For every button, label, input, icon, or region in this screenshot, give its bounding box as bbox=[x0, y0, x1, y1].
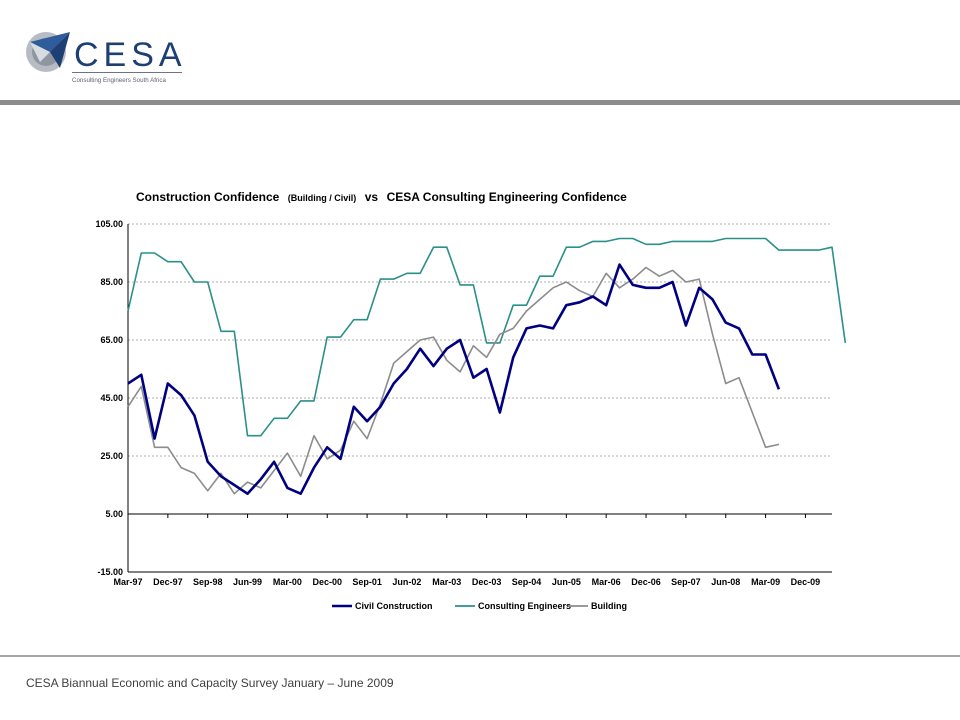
x-tick-label: Sep-98 bbox=[193, 577, 223, 587]
x-tick-label: Mar-09 bbox=[751, 577, 780, 587]
chart-title-part-4: CESA Consulting Engineering Confidence bbox=[387, 190, 628, 204]
y-tick-label: 65.00 bbox=[100, 335, 123, 345]
logo-wordmark: CESA bbox=[74, 36, 187, 74]
chart-title: Construction Confidence (Building / Civi… bbox=[136, 188, 627, 205]
legend-label-consulting: Consulting Engineers bbox=[478, 601, 571, 611]
x-tick-label: Jun-08 bbox=[711, 577, 740, 587]
logo-underline bbox=[72, 72, 182, 73]
x-tick-label: Mar-06 bbox=[592, 577, 621, 587]
x-tick-label: Jun-05 bbox=[552, 577, 581, 587]
logo-tagline: Consulting Engineers South Africa bbox=[72, 77, 166, 84]
chart-title-part-2: (Building / Civil) bbox=[288, 193, 357, 203]
series-line-civil bbox=[127, 263, 781, 496]
chart-title-part-3: vs bbox=[365, 190, 379, 204]
legend: Civil Construction Consulting Engineers Bu… bbox=[332, 601, 627, 611]
x-tick-label: Jun-02 bbox=[392, 577, 421, 587]
gridlines bbox=[128, 223, 832, 573]
series-line-building bbox=[127, 266, 780, 495]
x-tick-label: Dec-97 bbox=[153, 577, 183, 587]
header-divider bbox=[0, 100, 960, 105]
x-tick-label: Jun-99 bbox=[233, 577, 262, 587]
series-line-consulting bbox=[127, 237, 847, 437]
x-tick-label: Sep-04 bbox=[512, 577, 542, 587]
x-axis-ticks: Mar-97 Dec-97 Sep-98 Jun-99 Mar-00 Dec-00 Sep-… bbox=[113, 577, 820, 587]
series-lines bbox=[127, 237, 847, 496]
axes bbox=[127, 224, 832, 573]
x-tick-label: Dec-03 bbox=[472, 577, 502, 587]
logo-mark-icon bbox=[26, 32, 70, 72]
x-tick-label: Mar-00 bbox=[273, 577, 302, 587]
x-tick-label: Sep-01 bbox=[352, 577, 382, 587]
y-tick-label: -15.00 bbox=[97, 567, 123, 577]
x-tick-label: Sep-07 bbox=[671, 577, 701, 587]
x-tick-label: Mar-03 bbox=[432, 577, 461, 587]
x-tick-label: Dec-00 bbox=[312, 577, 342, 587]
legend-label-building: Building bbox=[591, 601, 627, 611]
x-tick-label: Dec-06 bbox=[631, 577, 661, 587]
y-tick-label: 85.00 bbox=[100, 277, 123, 287]
chart-title-part-1: Construction Confidence bbox=[136, 190, 280, 204]
cesa-logo: CESA Consulting Engineers South Africa bbox=[16, 18, 192, 94]
confidence-chart: Construction Confidence (Building / Civi… bbox=[95, 188, 847, 611]
footer-divider bbox=[0, 655, 960, 657]
y-tick-label: 45.00 bbox=[100, 393, 123, 403]
legend-label-civil: Civil Construction bbox=[355, 601, 433, 611]
y-tick-label: 105.00 bbox=[95, 219, 123, 229]
footer-caption: CESA Biannual Economic and Capacity Surv… bbox=[26, 676, 394, 690]
y-tick-label: 25.00 bbox=[100, 451, 123, 461]
x-tick-label: Mar-97 bbox=[113, 577, 142, 587]
x-tick-label: Dec-09 bbox=[791, 577, 821, 587]
y-tick-label: 5.00 bbox=[105, 509, 123, 519]
y-axis-ticks: 105.00 85.00 65.00 45.00 25.00 5.00 -15.00 bbox=[95, 219, 123, 577]
